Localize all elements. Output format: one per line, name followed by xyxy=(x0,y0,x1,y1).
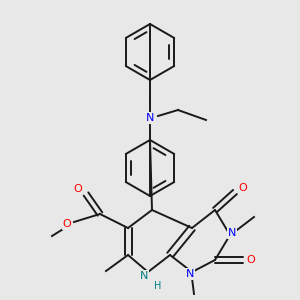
Text: O: O xyxy=(238,183,247,193)
Text: H: H xyxy=(154,281,162,291)
Text: O: O xyxy=(74,184,82,194)
Text: N: N xyxy=(186,269,194,279)
Text: N: N xyxy=(146,113,154,123)
Text: N: N xyxy=(140,271,148,281)
Text: O: O xyxy=(247,255,255,265)
Text: N: N xyxy=(228,228,236,238)
Text: O: O xyxy=(63,219,71,229)
